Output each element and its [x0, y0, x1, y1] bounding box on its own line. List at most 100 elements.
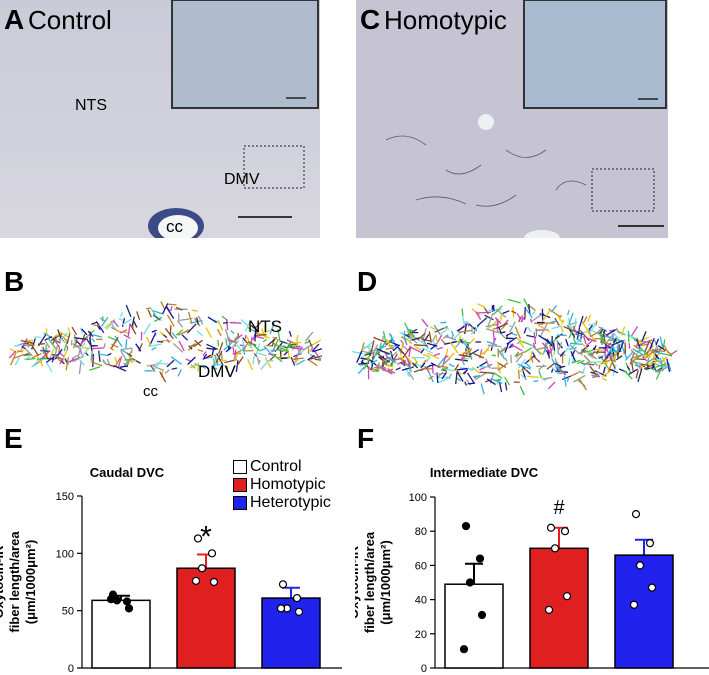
fiber-segment: [641, 356, 648, 362]
fiber-segment: [586, 337, 596, 342]
fiber-segment: [413, 344, 428, 347]
data-point: [544, 605, 554, 614]
panel-a-title: Control: [28, 5, 112, 35]
panel-e-letter: E: [4, 423, 23, 454]
fiber-segment: [520, 374, 527, 380]
fiber-segment: [551, 325, 563, 330]
fiber-segment: [255, 320, 263, 329]
fiber-segment: [621, 345, 628, 360]
fiber-segment: [593, 345, 597, 351]
fiber-segment: [535, 328, 538, 337]
fiber-segment: [624, 351, 633, 361]
fiber-segment: [563, 326, 577, 333]
fiber-segment: [628, 368, 639, 375]
fiber-segment: [51, 336, 57, 345]
fiber-segment: [649, 337, 655, 350]
legend-item-homotypic: Homotypic: [233, 476, 331, 494]
fiber-segment: [456, 371, 464, 383]
fiber-segment: [462, 348, 473, 360]
fiber-segment: [554, 333, 563, 340]
fiber-segment: [531, 310, 536, 315]
fiber-segment: [516, 337, 525, 344]
fiber-segment: [651, 348, 659, 353]
fiber-segment: [166, 359, 175, 368]
panel-a-label-cc: cc: [166, 217, 183, 236]
fiber-segment: [56, 340, 61, 344]
fiber-segment: [499, 352, 504, 358]
fiber-segment: [371, 344, 379, 355]
fiber-segment: [454, 364, 460, 371]
legend-item-heterotypic: Heterotypic: [233, 494, 331, 512]
fiber-segment: [205, 356, 212, 360]
fiber-segment: [269, 322, 275, 335]
fiber-segment: [514, 326, 522, 339]
fiber-segment: [546, 362, 555, 370]
data-point: [197, 564, 207, 573]
fiber-segment: [225, 318, 229, 330]
fiber-segment: [542, 309, 552, 322]
fiber-segment: [13, 353, 25, 359]
fiber-segment: [91, 338, 96, 343]
fiber-segment: [111, 343, 119, 348]
fiber-segment: [420, 348, 425, 354]
fiber-segment: [569, 329, 576, 339]
fiber-segment: [161, 303, 169, 315]
fiber-segment: [578, 378, 588, 391]
fiber-segment: [616, 355, 623, 361]
fiber-segment: [244, 320, 252, 332]
y-tick-label: 100: [56, 548, 74, 560]
fiber-segment: [659, 350, 666, 353]
data-point: [191, 576, 201, 585]
fiber-segment: [458, 335, 462, 343]
fiber-segment: [223, 341, 233, 351]
fiber-segment: [613, 337, 617, 343]
data-point: [193, 534, 203, 543]
legend-swatch-heterotypic: [233, 496, 247, 510]
fiber-segment: [408, 328, 416, 339]
fiber-segment: [371, 350, 378, 362]
fiber-segment: [407, 363, 411, 372]
fiber-segment: [52, 333, 59, 339]
fiber-segment: [375, 350, 380, 356]
data-point: [631, 509, 641, 519]
fiber-segment: [537, 350, 544, 356]
fiber-segment: [51, 357, 55, 363]
fiber-segment: [103, 343, 106, 348]
fiber-segment: [417, 332, 426, 341]
fiber-segment: [79, 359, 85, 366]
fiber-segment: [171, 332, 178, 339]
fiber-segment: [612, 352, 618, 360]
fiber-segment: [388, 332, 396, 343]
data-point: [562, 592, 572, 601]
fiber-segment: [559, 350, 566, 358]
fiber-segment: [516, 312, 522, 320]
fiber-segment: [79, 348, 89, 360]
fiber-segment: [90, 361, 103, 367]
fiber-segment: [477, 311, 492, 314]
fiber-segment: [520, 314, 527, 323]
fiber-segment: [78, 360, 82, 375]
fiber-segment: [50, 348, 55, 358]
fiber-segment: [234, 335, 239, 340]
fiber-segment: [50, 333, 63, 342]
significance-marker: #: [553, 497, 565, 519]
fiber-segment: [574, 333, 583, 338]
fiber-segment: [229, 321, 242, 324]
fiber-segment: [443, 326, 450, 331]
fiber-segment: [518, 359, 526, 369]
fiber-segment: [217, 342, 224, 355]
fiber-segment: [437, 356, 447, 367]
fiber-segment: [377, 352, 385, 362]
fiber-segment: [508, 324, 515, 327]
fiber-segment: [462, 369, 468, 375]
fiber-segment: [121, 318, 132, 326]
fiber-segment: [151, 329, 157, 333]
fiber-segment: [440, 321, 447, 324]
fiber-segment: [283, 351, 288, 356]
fiber-segment: [525, 308, 533, 319]
fiber-segment: [542, 342, 549, 355]
fiber-segment: [247, 342, 253, 349]
y-axis-label: Oxytocin-IRfiber length/area(μm/1000μm²): [355, 531, 393, 633]
fiber-segment: [286, 347, 291, 359]
fiber-segment: [437, 334, 443, 343]
